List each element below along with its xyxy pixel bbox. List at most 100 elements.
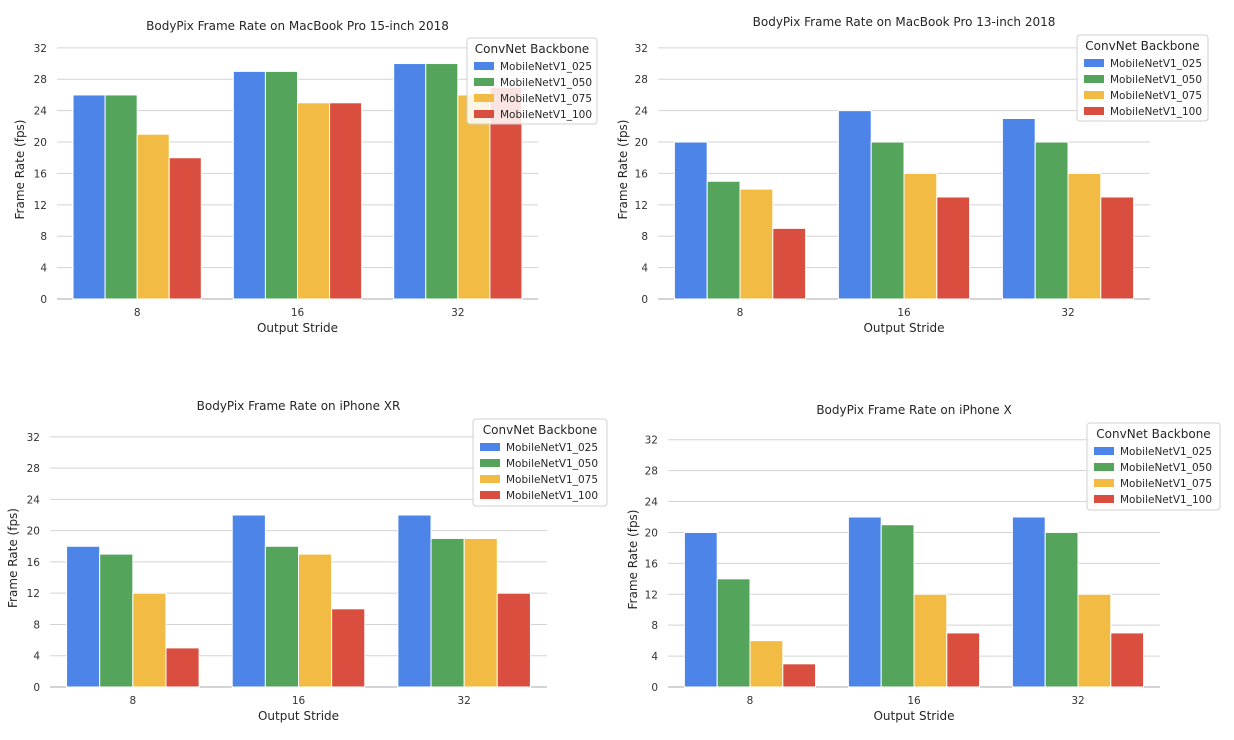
bar-mobilenetv1-050-stride-16 xyxy=(264,545,300,688)
y-tick-label: 20 xyxy=(635,137,648,149)
bar-mobilenetv1-050-stride-8 xyxy=(99,553,134,688)
y-tick-label: 24 xyxy=(27,494,41,506)
bar-mobilenetv1-050-stride-16 xyxy=(870,141,905,300)
legend-label: MobileNetV1_100 xyxy=(500,109,592,121)
y-axis-label: Frame Rate (fps) xyxy=(626,510,640,610)
x-tick-label: 8 xyxy=(134,307,141,319)
bar-mobilenetv1-050-stride-32 xyxy=(1044,531,1079,688)
bar-mobilenetv1-075-stride-32 xyxy=(457,94,491,300)
legend-title: ConvNet Backbone xyxy=(1096,427,1210,441)
x-tick-label: 8 xyxy=(747,695,754,707)
bar-mobilenetv1-075-stride-16 xyxy=(913,593,948,688)
bar-mobilenetv1-100-stride-8 xyxy=(165,647,200,688)
y-tick-label: 8 xyxy=(40,231,47,243)
bar-mobilenetv1-025-stride-8 xyxy=(66,545,101,688)
legend-label: MobileNetV1_075 xyxy=(1110,90,1202,102)
legend-label: MobileNetV1_025 xyxy=(1120,446,1212,458)
y-tick-label: 24 xyxy=(635,106,649,118)
y-tick-label: 4 xyxy=(33,651,40,663)
legend-label: MobileNetV1_050 xyxy=(506,458,598,470)
x-tick-label: 32 xyxy=(451,307,464,319)
chart-title: BodyPix Frame Rate on MacBook Pro 15-inc… xyxy=(146,19,449,33)
chart-panel-1: 0 4 8 12 16 20 24 28 32 8 16 32 BodyPix Frame Rate o… xyxy=(13,19,598,335)
legend-label: MobileNetV1_050 xyxy=(1110,74,1202,86)
y-tick-label: 28 xyxy=(34,74,47,86)
legend-swatch xyxy=(474,110,494,118)
legend-swatch xyxy=(474,78,494,86)
legend-swatch xyxy=(474,62,494,70)
y-tick-label: 4 xyxy=(40,263,47,275)
y-tick-label: 32 xyxy=(34,43,47,55)
bar-mobilenetv1-075-stride-16 xyxy=(298,553,333,688)
bar-mobilenetv1-025-stride-32 xyxy=(1011,516,1046,688)
x-tick-label: 32 xyxy=(457,695,470,707)
y-tick-label: 12 xyxy=(635,200,648,212)
bar-mobilenetv1-100-stride-32 xyxy=(1110,632,1145,688)
bar-mobilenetv1-025-stride-16 xyxy=(847,516,882,688)
bar-mobilenetv1-100-stride-8 xyxy=(168,157,202,300)
y-tick-label: 28 xyxy=(645,466,658,478)
legend-swatch xyxy=(1094,479,1114,487)
bar-mobilenetv1-025-stride-8 xyxy=(683,531,718,688)
x-tick-label: 32 xyxy=(1061,307,1074,319)
x-tick-label: 16 xyxy=(292,695,306,707)
legend-label: MobileNetV1_025 xyxy=(500,61,592,73)
y-tick-label: 32 xyxy=(645,435,658,447)
bar-mobilenetv1-100-stride-16 xyxy=(946,632,981,688)
bar-mobilenetv1-025-stride-32 xyxy=(397,514,432,688)
x-axis-label: Output Stride xyxy=(863,321,944,335)
chart-title: BodyPix Frame Rate on iPhone XR xyxy=(197,399,401,413)
bar-mobilenetv1-100-stride-32 xyxy=(496,592,531,688)
legend-swatch xyxy=(1094,495,1114,503)
bar-mobilenetv1-075-stride-8 xyxy=(739,188,774,300)
bar-mobilenetv1-050-stride-32 xyxy=(430,537,465,688)
legend-swatch xyxy=(480,491,500,499)
y-tick-label: 8 xyxy=(651,620,658,632)
chart-panel-2: 0 4 8 12 16 20 24 28 32 8 16 32 BodyPix Frame Rate o… xyxy=(616,15,1209,335)
legend-label: MobileNetV1_050 xyxy=(1120,462,1212,474)
bar-mobilenetv1-075-stride-16 xyxy=(903,172,938,300)
y-tick-label: 28 xyxy=(27,463,40,475)
legend: ConvNet Backbone MobileNetV1_025 MobileNet… xyxy=(466,37,598,125)
bar-mobilenetv1-050-stride-32 xyxy=(1034,141,1069,300)
bar-mobilenetv1-075-stride-16 xyxy=(297,102,331,300)
y-tick-label: 24 xyxy=(34,106,48,118)
y-tick-label: 20 xyxy=(34,137,47,149)
bar-mobilenetv1-075-stride-8 xyxy=(136,133,170,300)
y-tick-label: 0 xyxy=(33,682,40,694)
x-axis-label: Output Stride xyxy=(257,321,338,335)
bar-mobilenetv1-025-stride-16 xyxy=(837,110,872,300)
bar-mobilenetv1-100-stride-16 xyxy=(331,608,366,688)
chart-title: BodyPix Frame Rate on iPhone X xyxy=(816,403,1011,417)
bar-mobilenetv1-025-stride-8 xyxy=(72,94,106,300)
y-axis-label: Frame Rate (fps) xyxy=(616,120,630,220)
bar-mobilenetv1-025-stride-16 xyxy=(232,70,266,300)
y-tick-label: 4 xyxy=(651,651,658,663)
bar-mobilenetv1-050-stride-16 xyxy=(880,524,915,688)
y-tick-label: 0 xyxy=(651,682,658,694)
x-axis-label: Output Stride xyxy=(258,709,339,723)
bar-mobilenetv1-025-stride-32 xyxy=(1001,117,1036,300)
bar-mobilenetv1-075-stride-8 xyxy=(749,640,784,688)
x-tick-label: 32 xyxy=(1071,695,1084,707)
bar-mobilenetv1-050-stride-8 xyxy=(716,578,751,688)
legend-swatch xyxy=(1094,447,1114,455)
y-tick-label: 12 xyxy=(27,588,40,600)
y-tick-label: 12 xyxy=(645,589,658,601)
legend: ConvNet Backbone MobileNetV1_025 MobileNet… xyxy=(1076,34,1209,122)
legend-label: MobileNetV1_100 xyxy=(1110,106,1202,118)
legend-swatch xyxy=(1094,463,1114,471)
legend-swatch xyxy=(1084,107,1104,115)
legend-label: MobileNetV1_075 xyxy=(506,474,598,486)
bar-mobilenetv1-075-stride-32 xyxy=(463,537,498,688)
bar-mobilenetv1-050-stride-8 xyxy=(706,180,741,300)
y-axis-label: Frame Rate (fps) xyxy=(13,120,27,220)
bar-mobilenetv1-025-stride-32 xyxy=(393,63,427,300)
legend-frame xyxy=(1076,34,1209,122)
y-tick-label: 32 xyxy=(27,432,40,444)
legend-swatch xyxy=(1084,91,1104,99)
y-tick-label: 20 xyxy=(27,526,40,538)
x-tick-label: 16 xyxy=(897,307,911,319)
